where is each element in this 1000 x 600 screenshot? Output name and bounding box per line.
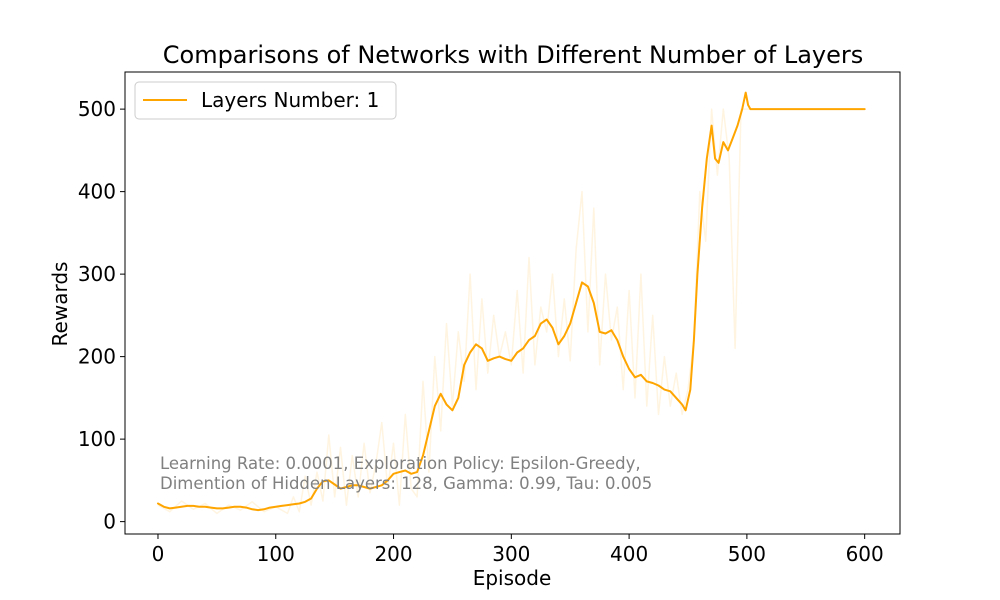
y-tick-label: 200	[78, 345, 116, 369]
legend-box	[134, 81, 397, 120]
y-tick-label: 0	[103, 510, 116, 534]
series-line-layers-1	[157, 91, 866, 512]
legend-label: Layers Number: 1	[201, 88, 379, 112]
y-tick-label: 100	[78, 427, 116, 451]
smoothed-series-layer	[157, 91, 866, 512]
x-axis-ticks: 0 100 200 300 400 500 600	[152, 534, 884, 566]
x-tick-label: 500	[728, 542, 766, 566]
x-tick-label: 100	[257, 542, 295, 566]
x-tick-label: 600	[846, 542, 884, 566]
y-tick-label: 400	[78, 180, 116, 204]
plot-frame	[124, 71, 901, 535]
raw-series-line	[157, 108, 865, 515]
x-tick-label: 0	[152, 542, 165, 566]
y-axis-ticks: 0 100 200 300 400 500	[78, 97, 125, 534]
annotation: Learning Rate: 0.0001, Exploration Polic…	[160, 454, 652, 493]
x-tick-label: 400	[610, 542, 648, 566]
y-tick-label: 500	[78, 97, 116, 121]
x-axis-label: Episode	[473, 566, 552, 590]
y-tick-label: 300	[78, 262, 116, 286]
chart-title: Comparisons of Networks with Different N…	[163, 41, 864, 69]
x-tick-label: 300	[492, 542, 530, 566]
annotation-line-2: Dimention of Hidden Layers: 128, Gamma: …	[160, 474, 652, 493]
raw-series-layer	[157, 108, 865, 515]
annotation-line-1: Learning Rate: 0.0001, Exploration Polic…	[160, 454, 641, 473]
y-axis-label: Rewards	[48, 262, 72, 347]
legend: Layers Number: 1	[134, 81, 397, 120]
x-tick-label: 200	[374, 542, 412, 566]
